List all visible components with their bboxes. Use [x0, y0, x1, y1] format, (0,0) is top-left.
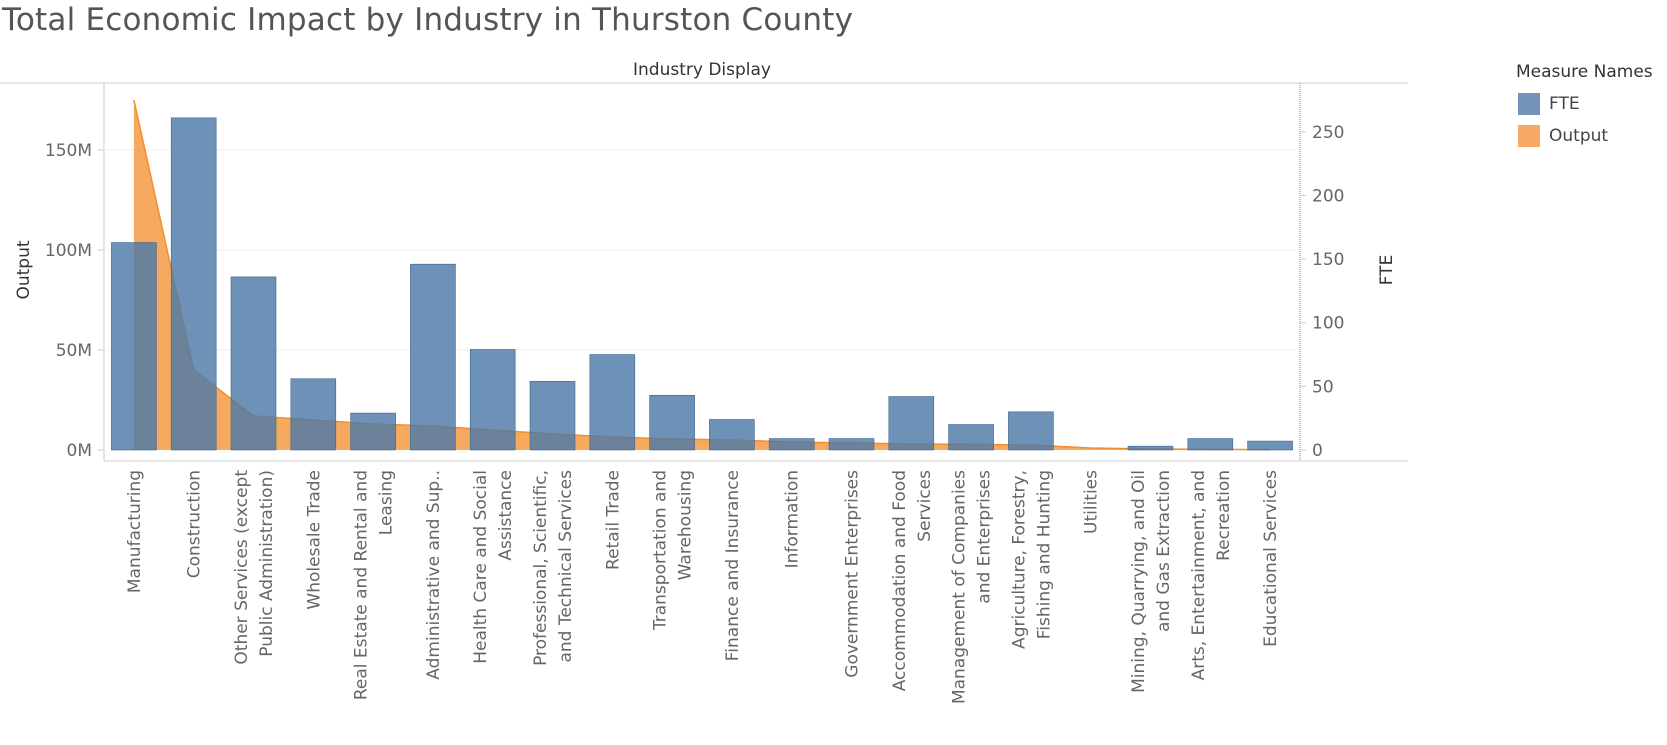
- fte-bar: [1247, 440, 1293, 451]
- y-left-tick-label: 100M: [45, 241, 92, 261]
- chart-header: Industry Display: [633, 60, 771, 80]
- legend-item-fte[interactable]: FTE: [1516, 88, 1653, 120]
- x-category-label: Retail Trade: [603, 470, 623, 570]
- x-category-label: Educational Services: [1261, 470, 1281, 647]
- x-category-label: Agriculture, Forestry,: [1009, 470, 1029, 649]
- chart-title: Total Economic Impact by Industry in Thu…: [2, 2, 854, 38]
- x-category-label: Utilities: [1082, 470, 1102, 534]
- fte-bar: [469, 349, 516, 451]
- fte-bar: [709, 419, 755, 451]
- legend-swatch-output: [1518, 125, 1540, 147]
- y-left-tick-label: 0M: [67, 441, 92, 461]
- fte-bar: [1008, 411, 1054, 451]
- fte-bar: [1127, 445, 1174, 451]
- legend: Measure Names FTE Output: [1516, 62, 1653, 152]
- y-left-axis-label: Output: [14, 240, 34, 299]
- x-category-label: Other Services (except: [232, 470, 252, 665]
- x-category-label: Information: [783, 470, 803, 568]
- legend-title: Measure Names: [1516, 62, 1653, 82]
- x-category-label: and Enterprises: [975, 470, 995, 604]
- y-right-tick-label: 50: [1312, 377, 1334, 397]
- fte-bar: [649, 394, 695, 451]
- x-category-label: Fishing and Hunting: [1034, 470, 1054, 639]
- legend-label-fte: FTE: [1549, 94, 1580, 114]
- x-category-label: Recreation: [1214, 470, 1234, 561]
- fte-bar: [888, 396, 935, 451]
- fte-bar: [529, 380, 576, 451]
- legend-swatch-fte: [1518, 93, 1540, 115]
- x-category-label: Arts, Entertainment, and: [1189, 470, 1209, 680]
- y-right-tick-label: 150: [1312, 250, 1344, 270]
- x-category-label: Leasing: [377, 470, 397, 535]
- fte-bar: [350, 412, 396, 451]
- fte-bar: [410, 263, 456, 451]
- fte-bar: [589, 354, 636, 451]
- x-category-label: Public Administration): [257, 470, 277, 657]
- fte-bar: [828, 438, 875, 451]
- x-category-label: Construction: [185, 470, 205, 578]
- fte-bar: [230, 276, 277, 451]
- x-category-label: Warehousing: [676, 470, 696, 580]
- x-category-label: Transportation and: [651, 470, 671, 631]
- x-category-label: Finance and Insurance: [723, 470, 743, 661]
- fte-bar: [111, 242, 157, 451]
- y-right-tick-label: 100: [1312, 314, 1344, 334]
- x-category-label: Professional, Scientific,: [531, 470, 551, 666]
- x-category-label: Assistance: [496, 470, 516, 561]
- x-category-label: Manufacturing: [125, 470, 145, 593]
- y-left-tick-label: 50M: [56, 341, 92, 361]
- x-category-label: Management of Companies: [950, 470, 970, 704]
- x-category-label: Health Care and Social: [471, 470, 491, 664]
- fte-bar: [948, 424, 994, 451]
- x-category-label: Real Estate and Rental and: [352, 470, 372, 700]
- y-left-tick-label: 150M: [45, 141, 92, 161]
- x-category-label: Services: [915, 470, 935, 542]
- fte-bar: [1187, 438, 1234, 451]
- y-right-tick-label: 200: [1312, 186, 1344, 206]
- x-category-label: Administrative and Sup..: [424, 470, 444, 680]
- x-category-label: Government Enterprises: [843, 470, 863, 678]
- y-right-tick-label: 0: [1312, 441, 1323, 461]
- legend-label-output: Output: [1549, 126, 1609, 146]
- fte-bar: [768, 438, 815, 451]
- y-right-tick-label: 250: [1312, 123, 1344, 143]
- fte-bar: [170, 117, 217, 451]
- x-category-label: Mining, Quarrying, and Oil: [1129, 470, 1149, 693]
- fte-bar: [290, 378, 337, 451]
- y-right-axis-label: FTE: [1377, 255, 1397, 286]
- x-category-label: and Gas Extraction: [1154, 470, 1174, 632]
- x-category-label: Wholesale Trade: [304, 470, 324, 610]
- legend-item-output[interactable]: Output: [1516, 120, 1653, 152]
- x-category-label: Accommodation and Food: [890, 470, 910, 691]
- x-category-label: and Technical Services: [556, 470, 576, 663]
